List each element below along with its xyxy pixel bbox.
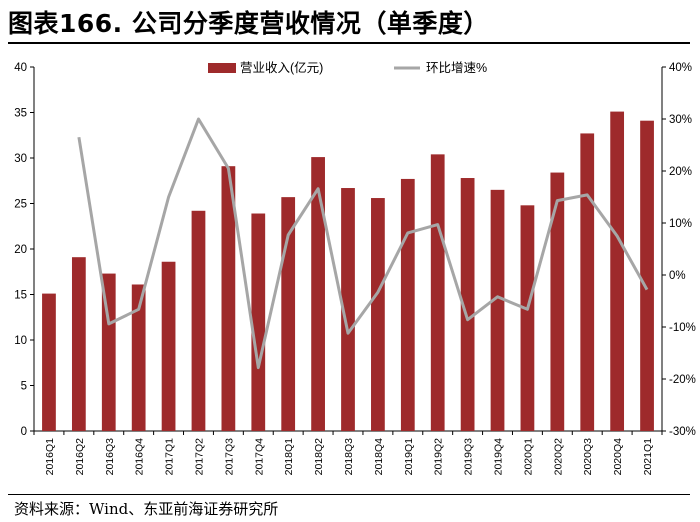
- bar: [161, 261, 176, 431]
- axes: 0 5 10 15 20 25 30 35 40 -30% -20% -10% 0% 10% 20% 30% 4…: [14, 62, 696, 475]
- y-tick-label-right: -30%: [669, 426, 696, 438]
- bar-series: [42, 111, 654, 432]
- bar: [550, 172, 565, 431]
- x-tick-label: 2021Q1: [642, 438, 654, 476]
- x-tick-label: 2020Q1: [522, 438, 534, 476]
- bar: [131, 284, 146, 431]
- x-tick-label: 2017Q4: [253, 438, 265, 476]
- y-tick-label-right: 20%: [669, 166, 692, 178]
- bar: [251, 213, 266, 431]
- bar: [42, 293, 56, 431]
- x-tick-label: 2017Q1: [164, 438, 176, 476]
- y-tick-label-right: 10%: [669, 218, 692, 230]
- y-tick-label-left: 40: [14, 62, 27, 74]
- legend: 营业收入(亿元) 环比增速%: [208, 60, 487, 75]
- y-tick-label-left: 35: [14, 108, 27, 120]
- x-tick-label: 2017Q3: [223, 438, 235, 476]
- x-tick-label: 2017Q2: [193, 438, 205, 476]
- y-tick-label-right: -20%: [669, 374, 696, 386]
- x-tick-label: 2018Q1: [283, 438, 295, 476]
- y-tick-label-left: 0: [21, 426, 27, 438]
- x-tick-label: 2018Q2: [313, 438, 325, 476]
- y-tick-label-right: 0%: [669, 270, 686, 282]
- chart: 营业收入(亿元) 环比增速% 0 5 10 15 20 25 30 35 40 -30% -20% -…: [14, 60, 696, 475]
- source-note: 资料来源：Wind、东亚前海证券研究所: [14, 500, 279, 518]
- y-tick-label-left: 15: [14, 290, 27, 302]
- x-tick-label: 2020Q3: [582, 438, 594, 476]
- chart-title: 图表166. 公司分季度营收情况（单季度）: [8, 9, 489, 38]
- x-tick-label: 2018Q4: [373, 438, 385, 476]
- bar: [101, 273, 116, 431]
- x-tick-label: 2016Q4: [134, 438, 146, 476]
- x-tick-label: 2016Q2: [74, 438, 86, 476]
- y-tick-label-left: 20: [14, 244, 27, 256]
- bar: [520, 205, 535, 431]
- growth-line: [77, 117, 649, 370]
- bar: [400, 178, 415, 431]
- bar: [430, 154, 445, 432]
- x-tick-label: 2016Q3: [104, 438, 116, 476]
- bar: [341, 188, 355, 431]
- bar: [191, 210, 206, 431]
- x-tick-label: 2019Q2: [433, 438, 445, 476]
- y-tick-label-left: 10: [14, 335, 27, 347]
- y-tick-label-right: -10%: [669, 322, 696, 334]
- title-rule: [8, 42, 690, 44]
- y-tick-label-left: 25: [14, 199, 27, 211]
- y-tick-label-left: 5: [21, 381, 27, 393]
- bar: [610, 111, 625, 431]
- x-tick-label: 2020Q2: [552, 438, 564, 476]
- bar: [460, 178, 475, 431]
- bar: [371, 198, 385, 431]
- bar: [640, 120, 654, 431]
- line-series: [77, 117, 649, 370]
- x-tick-label: 2016Q1: [44, 438, 56, 476]
- source-rule: [8, 494, 690, 495]
- x-tick-label: 2019Q3: [463, 438, 475, 476]
- x-tick-label: 2018Q3: [343, 438, 355, 476]
- legend-label-growth: 环比增速%: [426, 60, 487, 75]
- bar: [311, 157, 325, 431]
- x-tick-label: 2019Q4: [493, 438, 505, 476]
- legend-label-revenue: 营业收入(亿元): [240, 60, 323, 75]
- bar: [580, 133, 595, 431]
- y-tick-label-right: 30%: [669, 114, 692, 126]
- y-tick-label-left: 30: [14, 153, 27, 165]
- bar: [71, 257, 86, 431]
- y-tick-label-right: 40%: [669, 62, 692, 74]
- x-tick-label: 2020Q4: [612, 438, 624, 476]
- bar: [221, 166, 236, 431]
- bar: [281, 197, 296, 431]
- x-tick-label: 2019Q1: [403, 438, 415, 476]
- legend-swatch-revenue: [208, 63, 236, 73]
- bar: [490, 189, 505, 431]
